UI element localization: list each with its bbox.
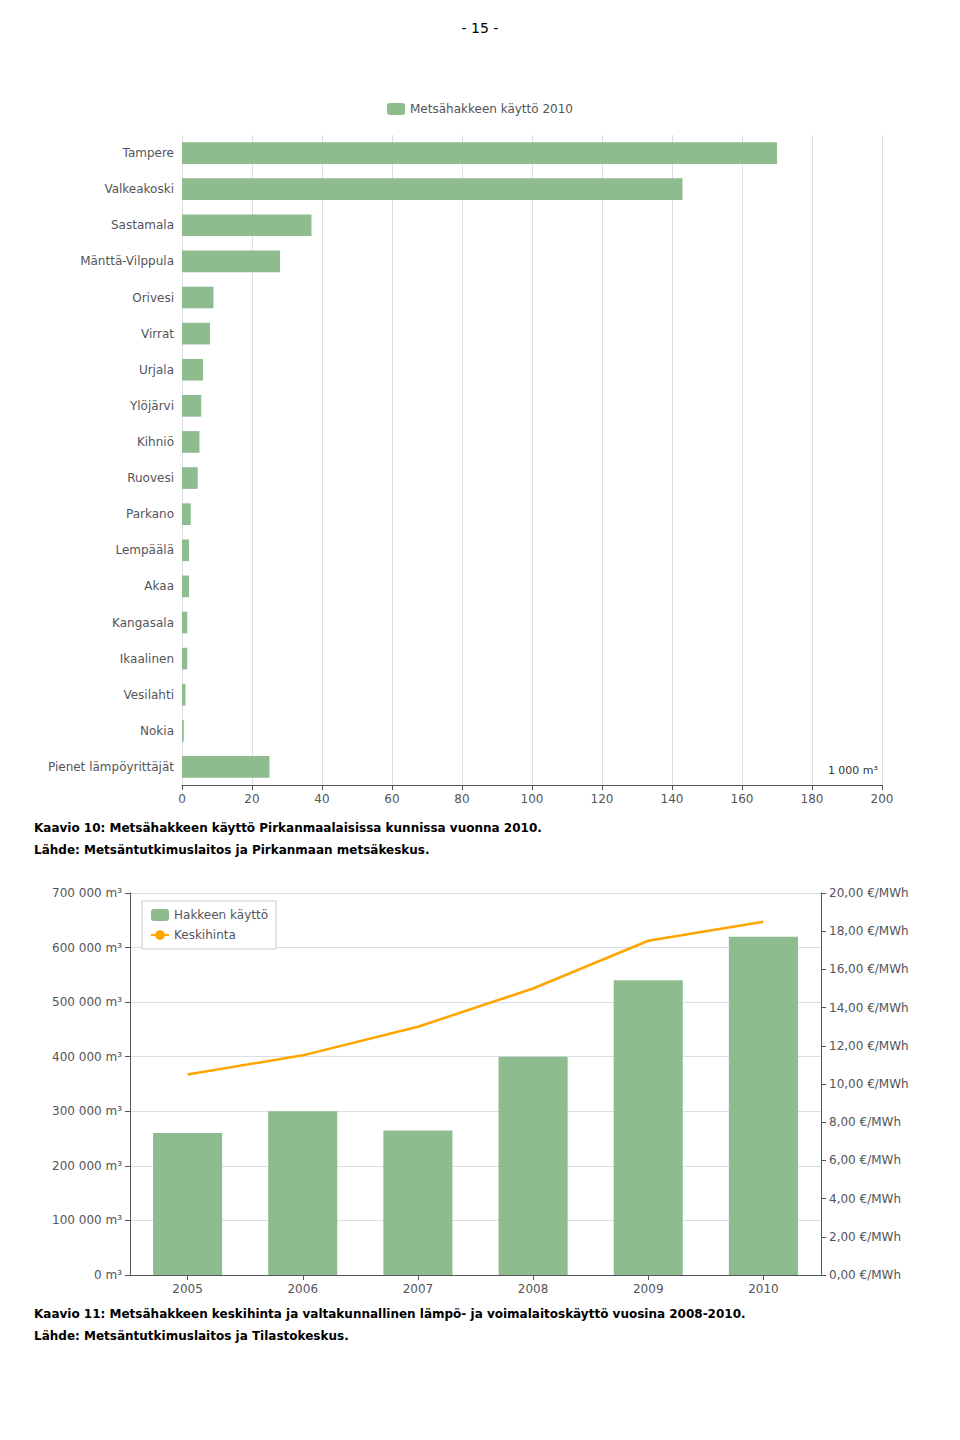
svg-text:6,00 €/MWh: 6,00 €/MWh — [829, 1153, 901, 1167]
svg-text:160: 160 — [731, 792, 754, 806]
svg-text:Ruovesi: Ruovesi — [127, 471, 174, 485]
svg-text:100: 100 — [521, 792, 544, 806]
svg-text:Pienet lämpöyrittäjät: Pienet lämpöyrittäjät — [48, 760, 174, 774]
svg-text:400 000 m³: 400 000 m³ — [52, 1050, 122, 1064]
svg-text:Parkano: Parkano — [126, 507, 174, 521]
svg-text:Kaavio 11: Metsähakkeen keskih: Kaavio 11: Metsähakkeen keskihinta ja va… — [34, 1307, 746, 1321]
svg-text:2009: 2009 — [633, 1282, 664, 1296]
svg-text:2005: 2005 — [172, 1282, 203, 1296]
svg-text:Kangasala: Kangasala — [112, 616, 174, 630]
svg-text:2010: 2010 — [748, 1282, 779, 1296]
svg-text:Valkeakoski: Valkeakoski — [104, 182, 174, 196]
svg-text:Metsähakkeen käyttö 2010: Metsähakkeen käyttö 2010 — [410, 102, 573, 116]
svg-text:Kaavio 10: Metsähakkeen käyttö: Kaavio 10: Metsähakkeen käyttö Pirkanmaa… — [34, 821, 542, 835]
svg-text:Nokia: Nokia — [140, 724, 174, 738]
svg-text:12,00 €/MWh: 12,00 €/MWh — [829, 1039, 909, 1053]
svg-text:Kihniö: Kihniö — [137, 435, 174, 449]
svg-text:2007: 2007 — [403, 1282, 434, 1296]
svg-text:60: 60 — [384, 792, 399, 806]
svg-text:140: 140 — [661, 792, 684, 806]
svg-text:2006: 2006 — [287, 1282, 318, 1296]
svg-text:700 000 m³: 700 000 m³ — [52, 886, 122, 900]
svg-text:4,00 €/MWh: 4,00 €/MWh — [829, 1192, 901, 1206]
svg-text:0: 0 — [178, 792, 186, 806]
svg-text:16,00 €/MWh: 16,00 €/MWh — [829, 962, 909, 976]
svg-text:200: 200 — [871, 792, 894, 806]
svg-text:200 000 m³: 200 000 m³ — [52, 1159, 122, 1173]
svg-text:Tampere: Tampere — [122, 146, 174, 160]
svg-text:120: 120 — [591, 792, 614, 806]
svg-text:Vesilahti: Vesilahti — [123, 688, 174, 702]
svg-text:1 000 m³: 1 000 m³ — [828, 764, 878, 777]
svg-text:Lempäälä: Lempäälä — [115, 543, 174, 557]
svg-text:20,00 €/MWh: 20,00 €/MWh — [829, 886, 909, 900]
svg-text:14,00 €/MWh: 14,00 €/MWh — [829, 1001, 909, 1015]
svg-text:40: 40 — [314, 792, 329, 806]
svg-text:Ylöjärvi: Ylöjärvi — [129, 399, 174, 413]
svg-text:2008: 2008 — [518, 1282, 549, 1296]
svg-text:20: 20 — [244, 792, 259, 806]
svg-text:Virrat: Virrat — [141, 327, 174, 341]
svg-text:Orivesi: Orivesi — [132, 291, 174, 305]
svg-text:0 m³: 0 m³ — [94, 1268, 122, 1282]
svg-text:Sastamala: Sastamala — [111, 218, 174, 232]
svg-text:300 000 m³: 300 000 m³ — [52, 1104, 122, 1118]
svg-text:Lähde: Metsäntutkimuslaitos ja: Lähde: Metsäntutkimuslaitos ja Tilastoke… — [34, 1329, 349, 1343]
svg-text:500 000 m³: 500 000 m³ — [52, 995, 122, 1009]
svg-text:18,00 €/MWh: 18,00 €/MWh — [829, 924, 909, 938]
svg-text:Urjala: Urjala — [139, 363, 174, 377]
svg-text:Mänttä-Vilppula: Mänttä-Vilppula — [80, 254, 174, 268]
svg-text:Ikaalinen: Ikaalinen — [120, 652, 174, 666]
svg-text:600 000 m³: 600 000 m³ — [52, 941, 122, 955]
svg-text:180: 180 — [801, 792, 824, 806]
svg-text:100 000 m³: 100 000 m³ — [52, 1213, 122, 1227]
svg-text:8,00 €/MWh: 8,00 €/MWh — [829, 1115, 901, 1129]
svg-text:Akaa: Akaa — [144, 579, 174, 593]
svg-text:Hakkeen käyttö: Hakkeen käyttö — [174, 908, 268, 922]
svg-text:Keskihinta: Keskihinta — [174, 928, 236, 942]
svg-text:- 15 -: - 15 - — [462, 20, 499, 36]
svg-text:80: 80 — [454, 792, 469, 806]
svg-text:2,00 €/MWh: 2,00 €/MWh — [829, 1230, 901, 1244]
svg-text:0,00 €/MWh: 0,00 €/MWh — [829, 1268, 901, 1282]
svg-text:10,00 €/MWh: 10,00 €/MWh — [829, 1077, 909, 1091]
svg-text:Lähde: Metsäntutkimuslaitos ja: Lähde: Metsäntutkimuslaitos ja Pirkanmaa… — [34, 843, 430, 857]
